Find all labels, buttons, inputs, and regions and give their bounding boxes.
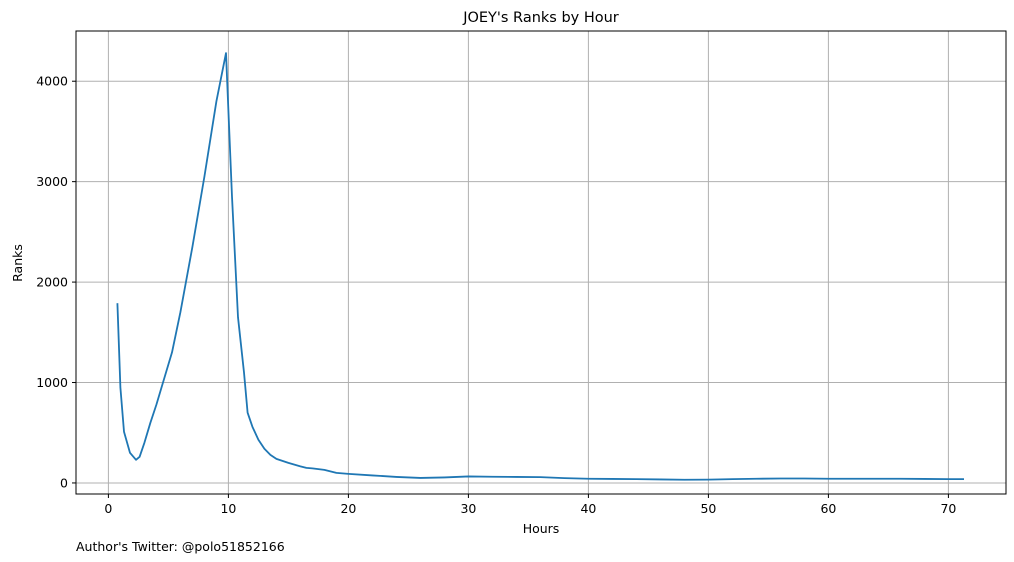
y-tick-label: 3000 (36, 174, 68, 189)
x-tick-label: 40 (580, 501, 596, 516)
y-tick-label: 2000 (36, 275, 68, 290)
x-tick-label: 0 (104, 501, 112, 516)
y-tick-label: 4000 (36, 74, 68, 89)
x-tick-label: 30 (460, 501, 476, 516)
y-tick-label: 1000 (36, 375, 68, 390)
y-tick-label: 0 (60, 475, 68, 490)
x-tick-label: 60 (820, 501, 836, 516)
author-footer: Author's Twitter: @polo51852166 (76, 539, 285, 554)
series-layer (116, 52, 964, 481)
x-tick-label: 20 (340, 501, 356, 516)
axis-ticks: 0 10 20 30 40 50 60 70 0 1000 2000 3000 4000 (36, 74, 956, 516)
series-line (116, 52, 964, 481)
x-axis-label: Hours (523, 521, 560, 536)
x-tick-label: 50 (700, 501, 716, 516)
x-tick-label: 10 (220, 501, 236, 516)
y-axis-label: Ranks (10, 244, 25, 282)
chart-title: JOEY's Ranks by Hour (462, 10, 619, 26)
grid (76, 31, 1006, 494)
x-tick-label: 70 (940, 501, 956, 516)
plot-frame (75, 30, 1007, 495)
